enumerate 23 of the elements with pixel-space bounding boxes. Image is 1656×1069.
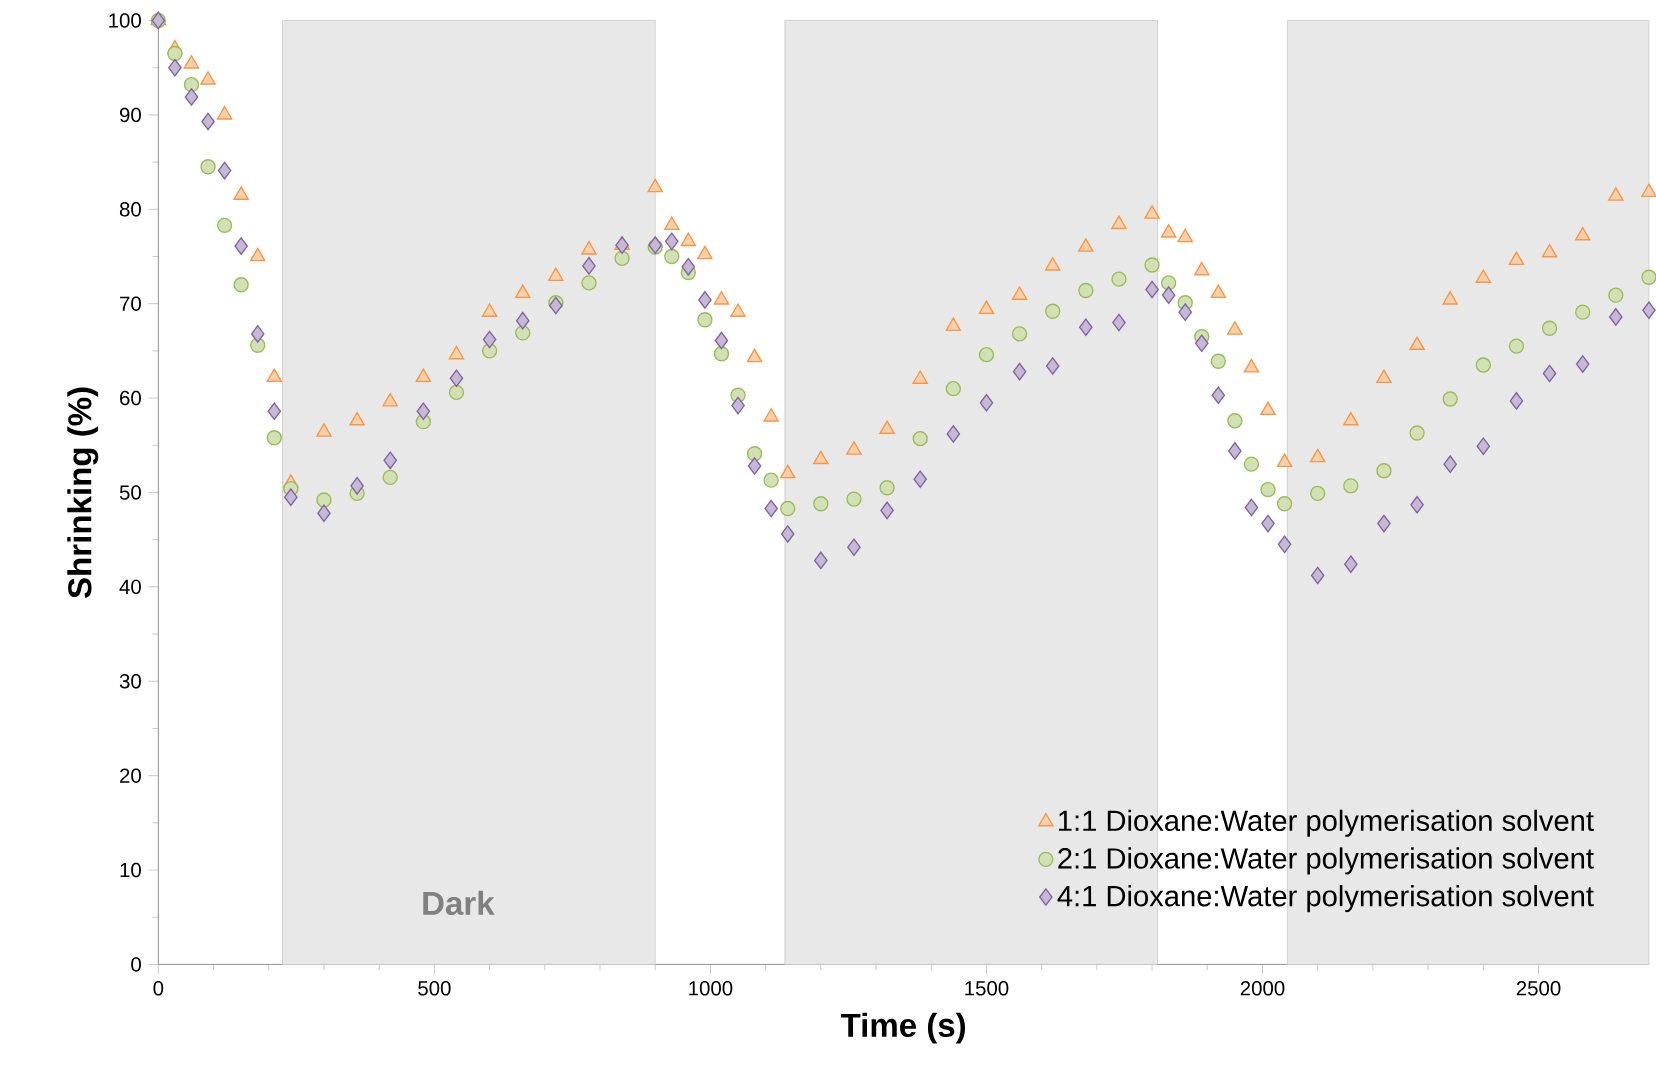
y-tick-label: 20 <box>120 768 141 783</box>
x-tick-label: 0 <box>153 981 164 996</box>
legend-label: 4:1 Dioxane:Water polymerisation solvent <box>1057 885 1594 913</box>
x-tick-label: 500 <box>418 981 451 996</box>
y-tick-label: 60 <box>120 390 141 406</box>
legend-label: 2:1 Dioxane:Water polymerisation solvent <box>1058 847 1594 875</box>
x-tick-label: 2500 <box>1516 981 1561 996</box>
y-tick-label: 10 <box>120 862 141 878</box>
y-tick-label: 100 <box>109 13 141 28</box>
y-tick-label: 0 <box>131 957 141 972</box>
y-tick-label: 90 <box>119 107 141 123</box>
y-tick-label: 50 <box>119 485 141 500</box>
y-tick-label: 80 <box>119 202 141 217</box>
x-tick-label: 2000 <box>1240 981 1285 996</box>
y-tick-label: 30 <box>119 674 141 689</box>
y-tick-label: 70 <box>120 296 141 311</box>
y-axis-title: Shrinking (%) <box>67 387 99 599</box>
y-tick-label: 40 <box>119 579 141 595</box>
x-tick-label: 1000 <box>689 981 733 996</box>
x-tick-label: 1500 <box>965 981 1009 996</box>
legend-label: 1:1 Dioxane:Water polymerisation solvent <box>1059 809 1594 837</box>
band-label: Dark <box>423 890 495 916</box>
x-axis-title: Time (s) <box>840 1012 966 1044</box>
